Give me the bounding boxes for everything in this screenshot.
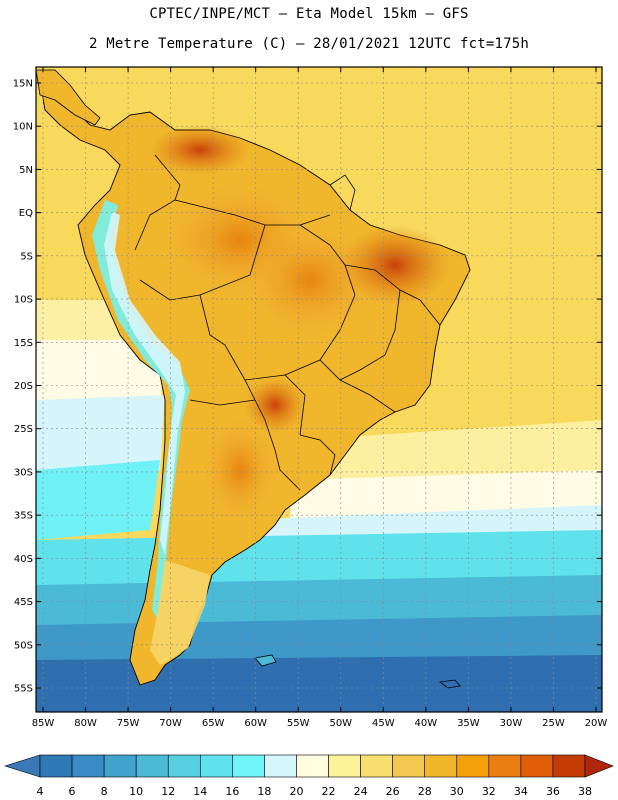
lat-label: 25S [14, 424, 33, 435]
central-america-land [36, 69, 101, 126]
colorbar-box [424, 754, 458, 778]
colorbar-labels: 4 6 8 10 12 14 16 18 20 22 24 26 28 30 32 34 36 38 [37, 785, 593, 798]
map-title-line2: 2 Metre Temperature (C) – 28/01/2021 12U… [88, 36, 530, 52]
colorbar-label: 36 [546, 785, 560, 798]
map-frame [35, 66, 603, 713]
lat-label: 5S [20, 251, 33, 262]
colorbar-label: 8 [101, 785, 108, 798]
lat-label: 20S [14, 381, 33, 392]
colorbar-box [296, 754, 329, 778]
lat-label: 45S [14, 597, 33, 608]
colorbar-label: 6 [69, 785, 76, 798]
lon-label: 75W [117, 718, 140, 729]
colorbar-arrow-high [584, 754, 614, 778]
colorbar-label: 16 [225, 785, 239, 798]
ocean-pacific-cold [36, 395, 165, 480]
lon-label: 80W [74, 718, 97, 729]
colorbar-label: 32 [482, 785, 496, 798]
colorbar-label: 14 [193, 785, 207, 798]
map-panel [36, 67, 602, 712]
lon-label: 35W [457, 718, 480, 729]
patagonia-mild [150, 560, 210, 665]
lon-label: 70W [159, 718, 182, 729]
heat-zone-northeast [340, 225, 450, 305]
colorbar-box [39, 754, 73, 778]
ocean-pacific-colder [36, 460, 160, 540]
colorbar-box [103, 754, 137, 778]
colorbar-label: 20 [289, 785, 303, 798]
lon-label: 60W [244, 718, 267, 729]
colorbar-box [167, 754, 201, 778]
colorbar-label: 18 [257, 785, 271, 798]
lon-label: 55W [287, 718, 310, 729]
south-america-land [39, 78, 471, 686]
country-borders [134, 154, 441, 491]
colorbar-box [360, 754, 393, 778]
colorbar-box [456, 754, 490, 778]
temperature-colorbar [3, 754, 614, 778]
falkland-islands [254, 654, 277, 667]
lat-label: 15S [14, 338, 33, 349]
colorbar-box [328, 754, 361, 778]
colorbar-box [488, 754, 522, 778]
south-georgia-island [438, 679, 461, 689]
colorbar-box [135, 754, 169, 778]
lon-label: 20W [585, 718, 608, 729]
heat-zone-paraguay [245, 377, 305, 433]
lat-label: 40S [14, 554, 33, 565]
lat-label: 5N [19, 165, 33, 176]
colorbar-label: 34 [514, 785, 528, 798]
colorbar-label: 30 [450, 785, 464, 798]
heat-zone-argentina [200, 415, 280, 525]
colorbar-box [232, 754, 265, 778]
lat-label: 50S [14, 640, 33, 651]
heat-zone-venezuela [150, 125, 250, 175]
colorbar-label: 26 [386, 785, 400, 798]
colorbar-box [392, 754, 426, 778]
map-title-line1: CPTEC/INPE/MCT – Eta Model 15km – GFS [149, 6, 469, 22]
colorbar-box [520, 754, 554, 778]
colorbar-label: 10 [129, 785, 143, 798]
colorbar-label: 24 [354, 785, 368, 798]
latitude-labels: 15N 10N 5N EQ 5S 10S 15S 20S 25S 30S 35S 40S 45S 50S 5… [13, 79, 33, 695]
lat-label: 10N [13, 122, 33, 133]
colorbar-label: 38 [578, 785, 592, 798]
lon-label: 65W [202, 718, 225, 729]
lon-label: 30W [500, 718, 523, 729]
longitude-labels: 85W 80W 75W 70W 65W 60W 55W 50W 45W 40W 35W 30W 25W 2… [32, 718, 608, 729]
ocean-band-4 [36, 655, 602, 712]
ocean-atlantic-cool [290, 470, 602, 520]
colorbar-label: 28 [418, 785, 432, 798]
lat-label: 55S [14, 684, 33, 695]
lat-label: 30S [14, 467, 33, 478]
lat-label: EQ [19, 208, 33, 219]
colorbar-box [264, 754, 297, 778]
colorbar-arrow-low [3, 754, 41, 778]
lon-label: 45W [372, 718, 395, 729]
lat-label: 15N [13, 79, 33, 90]
colorbar-label: 12 [161, 785, 175, 798]
map-gridlines [36, 67, 602, 712]
ocean-atlantic-mild [300, 420, 602, 480]
lon-label: 85W [32, 718, 55, 729]
colorbar-box [552, 754, 586, 778]
axis-ticks [36, 67, 602, 712]
lat-label: 35S [14, 511, 33, 522]
andes-highland-strip [104, 212, 185, 555]
lat-label: 10S [14, 295, 33, 306]
lon-label: 40W [415, 718, 438, 729]
colorbar-label: 22 [322, 785, 336, 798]
colorbar-label: 4 [37, 785, 44, 798]
lon-label: 25W [542, 718, 565, 729]
colorbar-box [199, 754, 233, 778]
colorbar-box [71, 754, 105, 778]
lon-label: 50W [329, 718, 352, 729]
